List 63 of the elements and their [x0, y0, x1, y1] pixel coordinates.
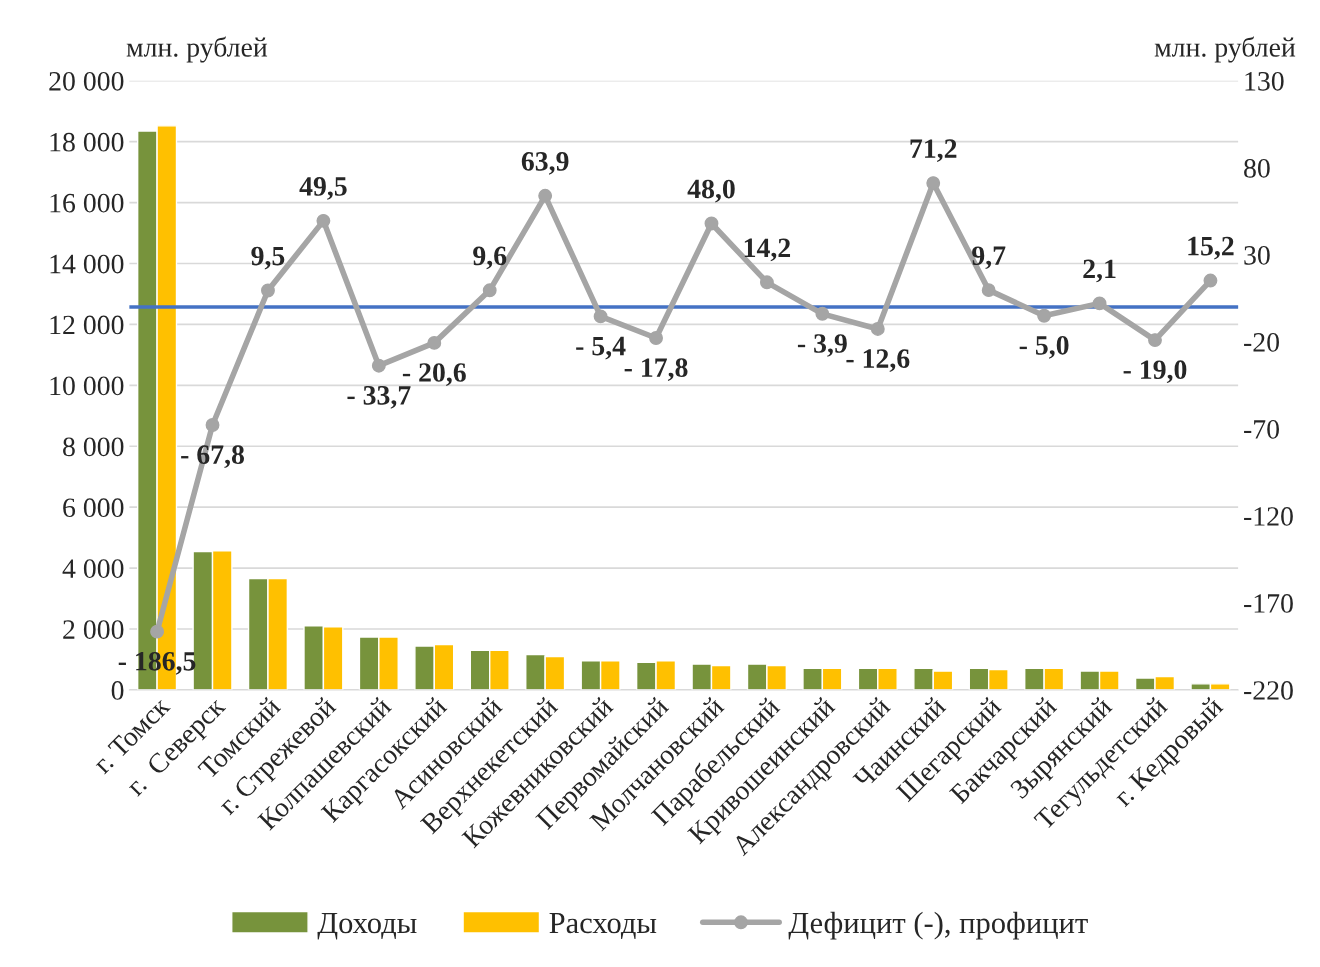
data-label: - 17,8	[624, 358, 688, 382]
data-label: 9,7	[972, 246, 1006, 270]
y-tick-label: 6 000	[63, 498, 124, 518]
y-tick-label: 10 000	[50, 376, 124, 396]
y2-tick-label: 80	[1244, 158, 1270, 178]
point	[759, 275, 774, 290]
legend-label: Расходы	[549, 912, 657, 939]
legend-label: Доходы	[317, 912, 417, 940]
point	[1203, 273, 1218, 288]
y2-tick-label: 30	[1244, 245, 1270, 265]
data-label: 2,1	[1083, 259, 1116, 283]
data-label: - 186,5	[118, 651, 196, 675]
data-label: - 67,8	[181, 445, 244, 469]
point	[1148, 333, 1162, 348]
data-label: - 5,4	[576, 336, 626, 360]
y2-tick-label: 130	[1245, 71, 1284, 91]
y-tick-label: 14 000	[50, 254, 124, 274]
data-label: 63,9	[521, 152, 569, 175]
point	[371, 358, 386, 373]
data-label: 14,2	[744, 238, 791, 262]
point	[870, 322, 885, 336]
legend-label: Дефицит (-), профицит	[788, 911, 1088, 940]
point	[981, 283, 996, 298]
point	[1037, 308, 1052, 323]
y-tick-label: 12 000	[50, 315, 124, 335]
point	[150, 624, 165, 639]
data-label: - 5,0	[1019, 335, 1069, 359]
y2-tick-label: -120	[1244, 507, 1293, 526]
point	[1092, 296, 1107, 311]
y-tick-label: 16 000	[50, 193, 124, 213]
y-tick-label: 0	[111, 681, 124, 700]
point	[704, 216, 719, 231]
point	[649, 331, 663, 345]
y-tick-label: 4 000	[62, 559, 124, 579]
data-label: 49,5	[299, 177, 347, 200]
data-label: 15,2	[1188, 236, 1234, 260]
y2-tick-label: -70	[1244, 420, 1279, 439]
data-label: 71,2	[910, 139, 957, 163]
y-axis-title: млн. рублей	[126, 36, 268, 63]
point	[427, 335, 442, 350]
data-label: - 3,9	[797, 334, 847, 357]
data-label: - 19,0	[1123, 360, 1187, 384]
point	[482, 283, 497, 298]
y-tick-label: 2 000	[63, 620, 124, 639]
point	[538, 188, 553, 203]
point	[205, 418, 220, 432]
y2-tick-label: -170	[1244, 594, 1293, 613]
data-label: - 33,7	[347, 386, 411, 409]
point	[815, 306, 830, 321]
point	[593, 309, 608, 324]
data-label: 9,5	[251, 246, 285, 270]
data-label: 48,0	[687, 179, 735, 203]
data-label: - 12,6	[846, 349, 910, 372]
y2-tick-label: -220	[1244, 681, 1293, 700]
point	[261, 283, 275, 298]
y-tick-label: 18 000	[50, 132, 124, 152]
y-tick-label: 20 000	[49, 71, 124, 91]
point	[316, 213, 331, 228]
data-label: - 20,6	[402, 363, 466, 386]
y2-tick-label: -20	[1244, 333, 1279, 352]
y-tick-label: 8 000	[63, 437, 124, 457]
data-label: 9,6	[473, 246, 507, 270]
y2-axis-title: млн. рублей	[1154, 36, 1296, 63]
